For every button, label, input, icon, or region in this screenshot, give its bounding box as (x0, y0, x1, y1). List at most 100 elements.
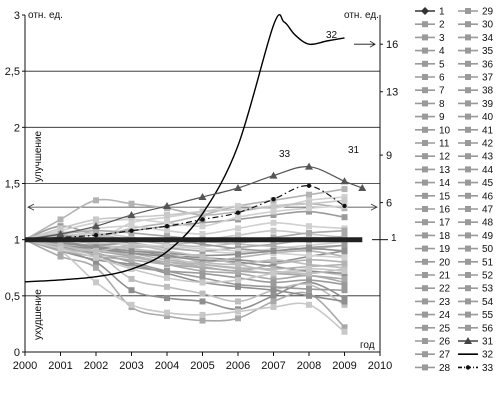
x-tick-label: 2000 (13, 360, 37, 372)
legend-label: 9 (439, 112, 445, 123)
legend-marker (422, 272, 428, 278)
data-point-27 (199, 264, 206, 271)
y2-tick-label: 16 (386, 39, 398, 51)
legend-label: 4 (439, 46, 445, 57)
legend-label: 47 (482, 205, 494, 216)
legend-marker (465, 179, 471, 186)
data-point-22 (306, 277, 312, 284)
legend-label: 51 (482, 257, 494, 268)
legend-item-31: 31 (458, 337, 494, 348)
data-point-7 (164, 309, 170, 316)
data-point-13 (270, 275, 277, 282)
data-point-30 (235, 264, 241, 271)
legend-item-53: 53 (458, 284, 494, 295)
legend-item-39: 39 (458, 99, 494, 110)
data-point-31 (198, 192, 207, 200)
legend-label: 34 (482, 33, 494, 44)
data-point-29 (199, 241, 206, 248)
data-point-17 (128, 223, 135, 230)
data-point-30 (164, 259, 170, 266)
data-point-18 (341, 298, 348, 305)
data-point-15 (341, 287, 348, 294)
legend-item-34: 34 (458, 33, 494, 44)
y2-tick-label: 6 (386, 198, 392, 210)
x-tick-label: 2003 (119, 360, 143, 372)
legend-marker (422, 298, 428, 305)
data-point-37 (306, 229, 312, 236)
series-line-6 (24, 238, 346, 328)
legend-item-51: 51 (458, 257, 494, 268)
y-tick-label: 2 (14, 122, 20, 134)
data-point-5 (235, 298, 241, 305)
data-point-7 (341, 328, 348, 335)
data-point-33 (164, 223, 170, 229)
data-point-35 (235, 251, 241, 258)
series-line-33 (24, 185, 345, 241)
y-tick-label: 2,5 (5, 66, 20, 78)
legend-label: 56 (482, 323, 494, 334)
legend-marker (422, 100, 428, 107)
legend-label: 49 (482, 231, 494, 242)
data-point-8 (306, 208, 312, 215)
legend-label: 20 (439, 257, 451, 268)
legend-item-8: 8 (415, 99, 445, 110)
legend-marker (465, 192, 471, 199)
legend-item-28: 28 (415, 363, 451, 374)
legend-label: 8 (439, 99, 445, 110)
legend-item-18: 18 (415, 231, 451, 242)
legend-marker (422, 60, 428, 67)
data-point-38 (341, 268, 348, 275)
data-point-37 (341, 227, 348, 234)
data-point-4 (199, 298, 206, 305)
legend-label: 10 (439, 125, 451, 136)
series-line-30 (24, 238, 345, 270)
data-point-31 (127, 210, 136, 218)
data-point-7 (306, 301, 312, 308)
legend-label: 17 (439, 218, 451, 229)
data-point-15 (306, 286, 312, 293)
data-point-18 (235, 283, 241, 290)
data-point-28 (341, 197, 348, 204)
legend-label: 43 (482, 152, 494, 163)
legend-item-6: 6 (415, 73, 445, 84)
data-point-28 (164, 211, 170, 218)
legend-item-49: 49 (458, 231, 494, 242)
legend-marker (422, 21, 428, 28)
legend-label: 53 (482, 284, 494, 295)
data-point-27 (341, 275, 348, 282)
data-point-36 (57, 242, 64, 249)
data-point-15 (199, 274, 206, 281)
legend-marker (422, 87, 428, 94)
data-point-5 (199, 290, 206, 297)
data-point-6 (164, 313, 170, 320)
annotation-33: 33 (279, 149, 291, 160)
legend-marker (465, 153, 471, 160)
data-point-6 (235, 315, 241, 322)
data-point-8 (270, 211, 277, 218)
legend-item-32: 32 (458, 350, 494, 361)
legend-marker (465, 8, 471, 14)
data-point-31 (305, 162, 313, 170)
legend-item-9: 9 (415, 112, 445, 123)
legend-item-45: 45 (458, 178, 494, 189)
legend-marker (465, 324, 471, 331)
legend-item-38: 38 (458, 86, 494, 97)
data-point-6 (199, 317, 206, 324)
legend-marker (465, 126, 471, 133)
legend-item-44: 44 (458, 165, 494, 176)
legend-marker (465, 258, 471, 265)
legend-marker (465, 285, 471, 292)
legend-item-10: 10 (415, 125, 451, 136)
legend-item-35: 35 (458, 46, 494, 57)
legend-marker (422, 245, 428, 252)
legend-item-1: 1 (415, 7, 445, 18)
series-line-18 (24, 238, 345, 303)
data-point-18 (270, 287, 277, 294)
data-point-28 (199, 208, 206, 215)
data-point-31 (340, 177, 349, 185)
legend-label: 46 (482, 191, 494, 202)
legend-marker (465, 34, 471, 41)
data-point-22 (164, 268, 170, 275)
data-point-36 (128, 242, 135, 249)
data-point-12 (270, 256, 277, 263)
